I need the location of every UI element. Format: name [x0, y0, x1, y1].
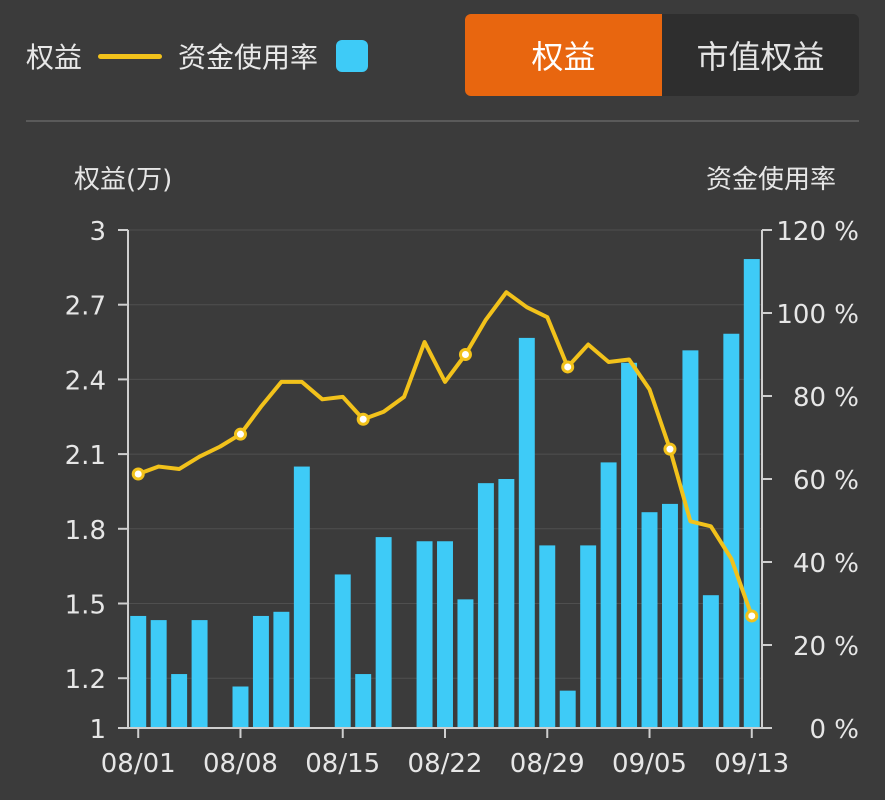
equity-point-marker [131, 467, 145, 481]
usage-bar [232, 686, 249, 728]
x-tick-label: 08/08 [203, 749, 278, 779]
equity-mode-toggle: 权益 市值权益 [465, 14, 859, 96]
usage-bar [723, 333, 740, 728]
right-tick-label: 60 % [793, 466, 859, 496]
legend-bar-swatch [336, 40, 369, 72]
right-axis-title: 资金使用率 [706, 165, 836, 195]
equity-point-marker [561, 360, 575, 374]
usage-bar [539, 545, 556, 728]
usage-bar [661, 503, 678, 728]
left-tick-label: 1 [89, 715, 106, 745]
left-tick-label: 2.4 [65, 366, 106, 396]
usage-bar [191, 620, 208, 728]
usage-bar [171, 674, 188, 728]
equity-point-marker [233, 427, 247, 441]
usage-bar [682, 350, 699, 728]
x-tick-label: 08/29 [510, 749, 585, 779]
left-tick-label: 3 [89, 217, 106, 247]
x-tick-label: 08/15 [305, 749, 380, 779]
right-tick-label: 20 % [793, 632, 859, 662]
usage-bar [621, 362, 638, 728]
usage-bar [293, 466, 310, 728]
usage-bar [641, 512, 658, 728]
left-tick-label: 2.7 [65, 292, 106, 322]
usage-bar [150, 620, 167, 728]
chart-legend: 权益 资金使用率 [26, 36, 369, 76]
x-tick-label: 09/13 [714, 749, 789, 779]
usage-bar [457, 599, 474, 728]
legend-line-label: 权益 [26, 41, 83, 74]
equity-point-marker [745, 609, 759, 623]
left-tick-label: 2.1 [65, 441, 106, 471]
right-tick-label: 40 % [793, 549, 859, 579]
left-tick-label: 1.8 [65, 516, 106, 546]
left-tick-label: 1.5 [65, 591, 106, 621]
toggle-equity[interactable]: 权益 [465, 14, 662, 96]
usage-bar [518, 337, 535, 728]
usage-bar [702, 595, 719, 728]
usage-bar [559, 690, 576, 728]
usage-bar [416, 541, 433, 728]
legend-bar-label: 资金使用率 [178, 41, 319, 74]
usage-bar [273, 611, 290, 728]
usage-bar [477, 483, 494, 728]
right-tick-label: 120 % [776, 217, 859, 247]
left-tick-label: 1.2 [65, 665, 106, 695]
right-tick-label: 80 % [793, 383, 859, 413]
usage-bar [580, 545, 597, 728]
usage-bar [437, 541, 453, 728]
legend-line-swatch [98, 53, 163, 59]
usage-bar [498, 479, 515, 728]
usage-bar [600, 462, 617, 728]
left-axis-title: 权益(万) [74, 165, 172, 195]
x-tick-label: 09/05 [612, 749, 687, 779]
toggle-market-value-equity[interactable]: 市值权益 [662, 14, 859, 96]
right-tick-label: 100 % [776, 300, 859, 330]
header-divider [26, 120, 859, 122]
usage-bar [334, 574, 351, 728]
right-tick-label: 0 % [809, 715, 859, 745]
usage-bar [130, 615, 147, 728]
equity-point-marker [356, 412, 370, 426]
usage-bar [355, 674, 372, 728]
x-tick-label: 08/22 [408, 749, 483, 779]
x-tick-label: 08/01 [101, 749, 176, 779]
equity-point-marker [458, 348, 472, 361]
usage-bar [375, 537, 392, 728]
usage-bar [252, 615, 269, 728]
usage-bar [743, 259, 760, 728]
equity-point-marker [663, 442, 677, 456]
